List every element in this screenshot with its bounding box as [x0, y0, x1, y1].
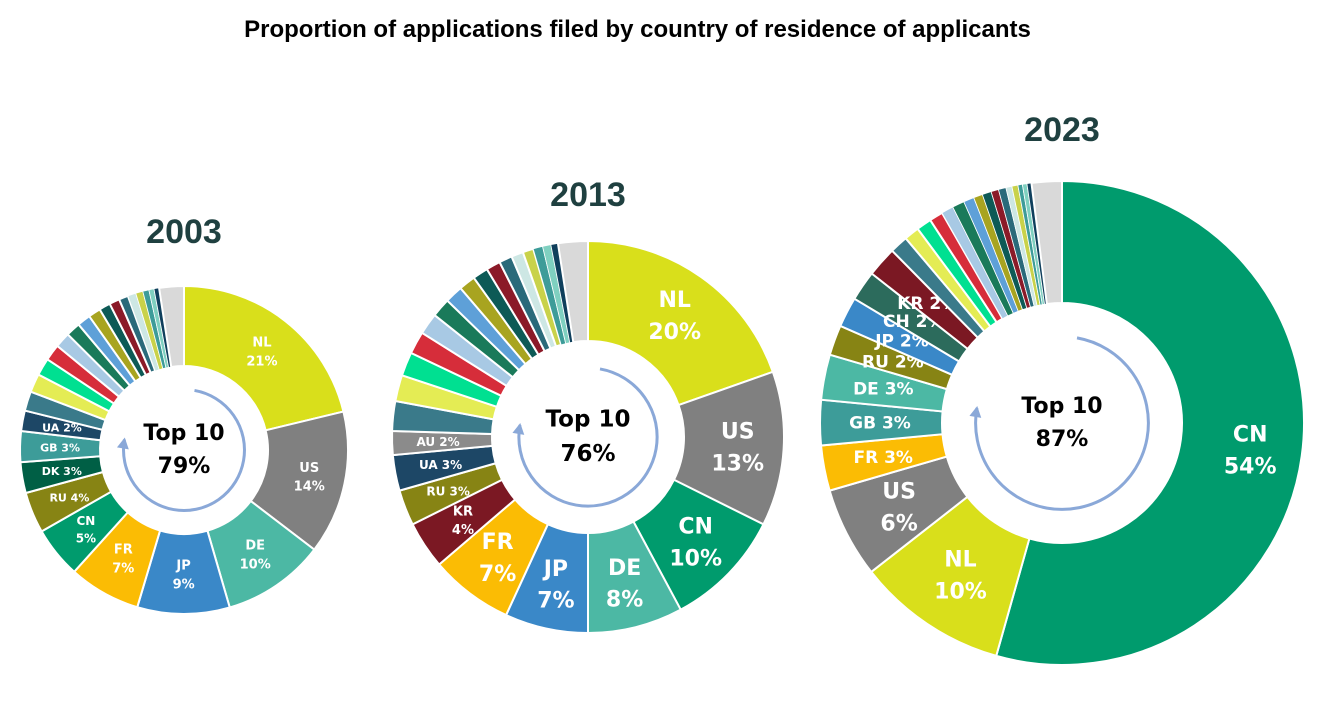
center-value-2023: 87%	[1036, 427, 1089, 452]
slice-label-gb-2023: GB 3%	[849, 414, 911, 434]
slice-label-ua-2003: UA 2%	[42, 422, 82, 435]
slice-label-nl-2013: NL 20%	[648, 288, 701, 345]
slice-label-fr-2013: FR 7%	[479, 530, 516, 587]
slice-label-au-2013: AU 2%	[416, 435, 459, 449]
slice-label-nl-2003: NL 21%	[246, 335, 277, 369]
slice-label-jp-2023: JP 2%	[874, 331, 929, 351]
slice-label-jp-2013: JP 7%	[537, 557, 574, 614]
slice-other-2003	[157, 284, 185, 369]
center-value-2013: 76%	[560, 441, 615, 467]
rotation-arrowhead-2003	[116, 437, 129, 450]
slice-label-ua-2013: UA 3%	[419, 458, 462, 472]
slice-label-de-2023: DE 3%	[853, 379, 914, 399]
slice-label-dk-2003: DK 3%	[42, 465, 82, 478]
rotation-arrow-2023	[974, 336, 1150, 511]
slice-label-ru-2003: RU 4%	[49, 491, 89, 504]
rotation-arrowhead-2023	[969, 406, 982, 418]
center-label-2023: Top 10	[1021, 394, 1102, 419]
year-label-2013: 2013	[550, 176, 626, 214]
slice-label-gb-2003: GB 3%	[40, 441, 80, 454]
donut-chart-2013: 2013 NL 20% US 13% CN 10% DE 8% JP 7% FR 7%KR 4% RU 3%…	[391, 176, 785, 635]
slice-label-kr-2013: KR 4%	[452, 504, 474, 538]
rotation-arrow-2003	[122, 388, 246, 512]
slice-label-cn-2023: CN 54%	[1224, 422, 1277, 479]
rotation-arrowhead-2013	[512, 423, 525, 435]
center-value-2003: 79%	[158, 454, 211, 479]
slice-label-cn-2003: CN 5%	[76, 514, 96, 545]
slice-label-ru-2023: RU 2%	[862, 352, 924, 372]
slice-label-cn-2013: CN 10%	[669, 515, 722, 572]
slice-nl-2003	[183, 284, 345, 432]
donut-chart-2003: 2003 NL 21% US 14% DE 10% JP 9% FR 7% CN 5% RU 4% DK 3…	[19, 213, 349, 615]
slice-other-2013	[556, 239, 589, 344]
center-label-2013: Top 10	[546, 407, 631, 433]
year-label-2023: 2023	[1024, 111, 1100, 149]
donut-hole-2003	[101, 367, 267, 533]
slice-label-jp-2003: JP 9%	[173, 558, 195, 592]
slice-label-ru-2013: RU 3%	[426, 484, 470, 498]
rotation-arrow-2013	[517, 367, 659, 508]
year-label-2003: 2003	[146, 213, 222, 251]
slice-label-de-2013: DE 8%	[606, 556, 643, 613]
slice-other-2023	[1030, 179, 1063, 306]
donut-chart-2023: 2023 CN 54% NL 10% US 6% FR 3% GB 3% DE 3% RU 2%JP…	[819, 111, 1305, 666]
slice-label-us-2023: US 6%	[880, 480, 917, 537]
slice-label-us-2003: US 14%	[294, 461, 325, 495]
center-label-2003: Top 10	[143, 421, 224, 446]
donut-hole-2013	[493, 342, 683, 532]
slice-nl-2013	[587, 239, 775, 407]
chart-title: Proportion of applications filed by coun…	[244, 16, 1031, 43]
slice-label-de-2003: DE 10%	[240, 538, 271, 572]
slice-label-nl-2023: NL 10%	[934, 547, 987, 604]
donut-hole-2023	[943, 304, 1181, 542]
slice-label-us-2013: US 13%	[711, 420, 764, 477]
slice-label-fr-2023: FR 3%	[853, 448, 912, 468]
slice-cn-2023	[994, 179, 1305, 666]
slice-label-fr-2003: FR 7%	[112, 543, 134, 577]
